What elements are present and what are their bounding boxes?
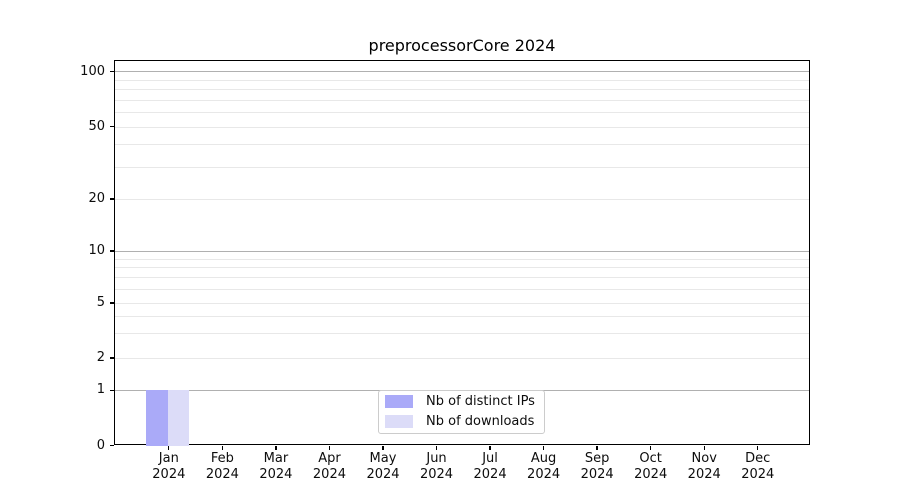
y-axis-tick-label: 100	[80, 63, 105, 79]
y-axis-tick-label: 20	[88, 191, 105, 206]
gridline-minor	[115, 166, 809, 168]
x-axis-tick-label: Feb 2024	[205, 450, 239, 483]
plot-area: Nb of distinct IPs Nb of downloads	[114, 60, 810, 446]
legend-swatch-distinct-ips	[385, 395, 413, 408]
x-axis-tick-label: May 2024	[366, 450, 400, 483]
x-axis-tick-label: Oct 2024	[634, 450, 668, 483]
legend-label-downloads: Nb of downloads	[426, 414, 535, 429]
legend-entry-distinct-ips: Nb of distinct IPs	[385, 394, 536, 409]
gridline-minor	[115, 316, 809, 318]
x-axis-tick	[435, 445, 438, 450]
chart-title: preprocessorCore 2024	[368, 36, 556, 55]
y-axis-tick	[109, 126, 114, 128]
y-axis-tick	[109, 302, 114, 304]
y-axis-tick	[109, 389, 114, 391]
gridline-minor	[115, 89, 809, 91]
y-axis-tick-label: 5	[96, 295, 105, 310]
x-axis-tick	[221, 445, 224, 450]
legend-entry-downloads: Nb of downloads	[385, 414, 536, 429]
y-axis-tick-label: 50	[88, 118, 105, 134]
x-axis-tick	[168, 445, 170, 450]
x-axis-tick-label: Apr 2024	[312, 450, 346, 483]
gridline-minor	[115, 333, 809, 335]
y-axis-tick-label: 1	[96, 382, 105, 398]
gridline-minor	[115, 126, 809, 128]
y-axis-tick-label: 0	[96, 437, 105, 453]
gridline-minor	[115, 267, 809, 269]
gridline-major	[115, 71, 809, 73]
x-axis-tick	[328, 445, 331, 450]
x-axis-tick-label: Nov 2024	[687, 450, 721, 483]
y-axis-tick	[109, 250, 114, 252]
x-axis-tick	[596, 445, 598, 450]
x-axis-tick-label: Jan 2024	[152, 450, 186, 483]
legend-label-distinct-ips: Nb of distinct IPs	[426, 394, 535, 409]
gridline-minor	[115, 302, 809, 304]
gridline-minor	[115, 144, 809, 146]
bar-downloads-jan	[168, 390, 190, 446]
bar-distinct-ips-jan	[146, 390, 169, 446]
y-axis-tick	[109, 445, 114, 447]
y-axis-tick-label: 2	[96, 350, 105, 365]
x-axis-tick	[489, 445, 491, 450]
x-axis-tick	[650, 445, 652, 450]
x-axis-tick	[757, 445, 759, 450]
gridline-major	[115, 250, 809, 252]
x-axis-tick-label: Dec 2024	[741, 450, 775, 483]
gridline-minor	[115, 198, 809, 200]
legend-swatch-downloads	[385, 415, 413, 428]
x-axis-tick-label: Mar 2024	[259, 450, 293, 483]
y-axis-tick	[109, 357, 114, 359]
gridline-minor	[115, 99, 809, 101]
x-axis-tick	[542, 445, 545, 450]
y-axis-tick	[109, 70, 114, 73]
x-axis-tick-label: Aug 2024	[527, 450, 561, 483]
x-axis-tick-label: Jun 2024	[419, 450, 454, 483]
legend: Nb of distinct IPs Nb of downloads	[378, 389, 545, 434]
x-axis-tick	[382, 445, 384, 450]
x-axis-tick	[703, 445, 705, 450]
gridline-minor	[115, 277, 809, 279]
gridline-minor	[115, 111, 809, 113]
x-axis-tick-label: Sep 2024	[580, 450, 614, 483]
gridline-minor	[115, 357, 809, 359]
gridline-minor	[115, 79, 809, 81]
x-axis-tick	[275, 445, 277, 450]
y-axis-tick	[109, 198, 114, 200]
gridline-minor	[115, 258, 809, 260]
y-axis-tick-label: 10	[88, 243, 105, 258]
x-axis-tick-label: Jul 2024	[473, 450, 507, 483]
gridline-minor	[115, 289, 809, 291]
